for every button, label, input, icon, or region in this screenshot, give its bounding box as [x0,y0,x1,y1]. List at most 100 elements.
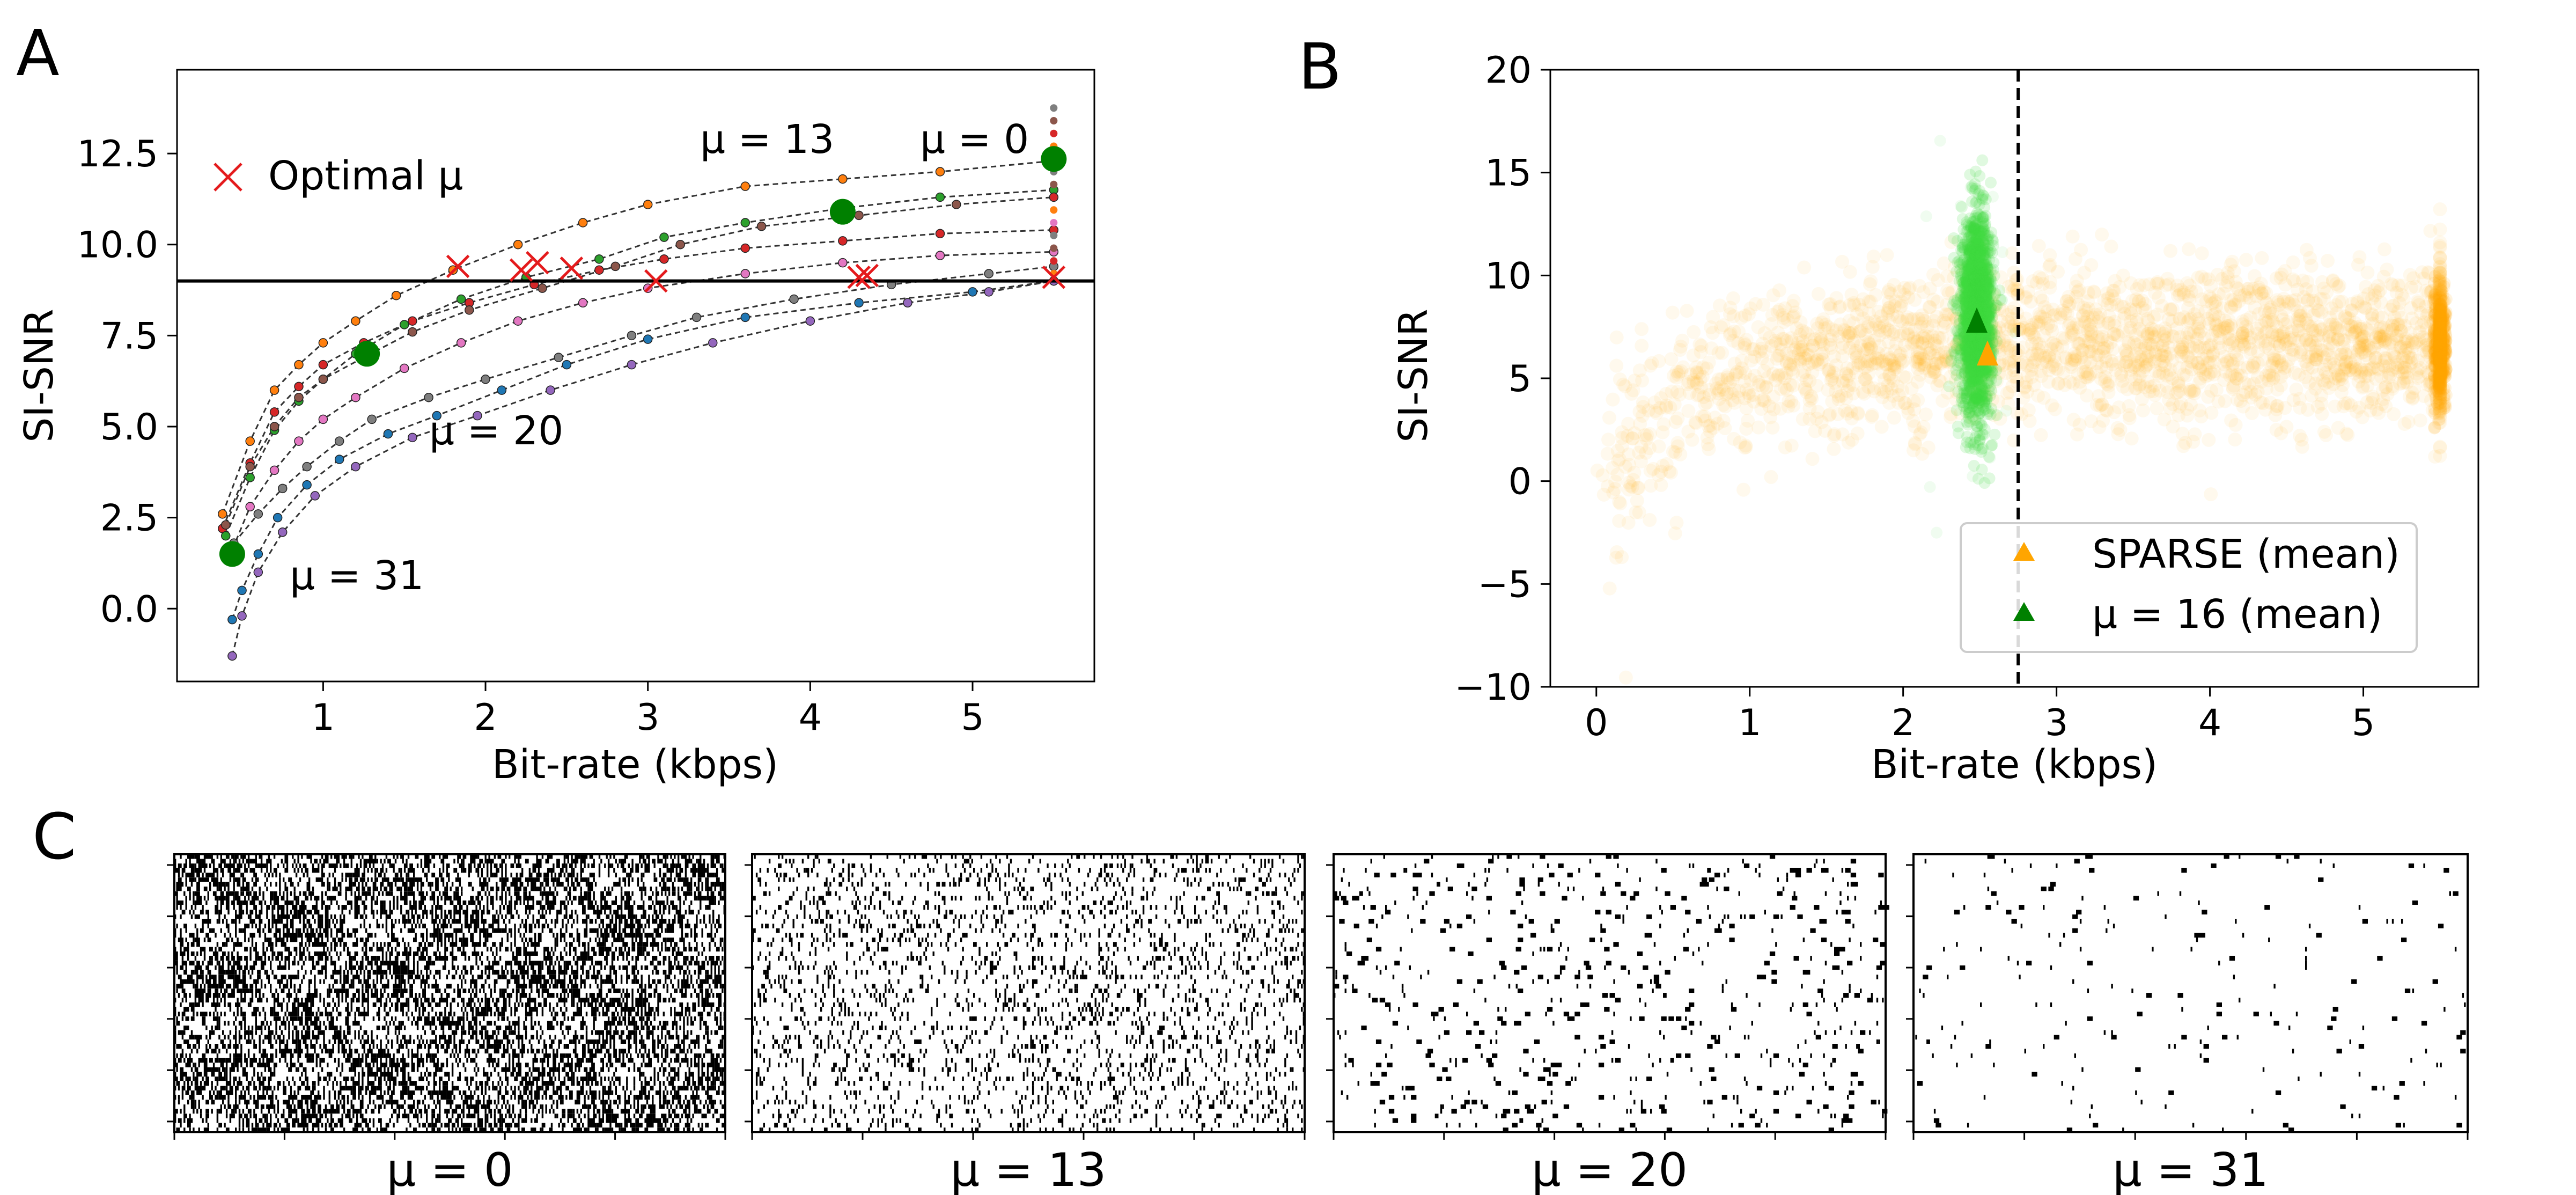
b-sparse-point [2431,295,2446,310]
b-sparse-point [2428,285,2443,300]
b-sparse-point [1786,365,1800,380]
b-sparse-point [2336,399,2351,414]
b-sparse-point [2433,327,2447,342]
a-series-point [253,549,263,559]
b-sparse-point [2071,336,2086,351]
b-sparse-point [2313,292,2328,306]
b-sparse-point [2305,322,2320,336]
b-sparse-point [2395,288,2409,302]
a-series-point [935,251,945,260]
b-sparse-point [2369,402,2384,417]
b-sparse-point [1981,334,1995,348]
b-sparse-point [2358,348,2373,362]
b-sparse-point [1883,358,1898,372]
b-sparse-point [2309,350,2324,365]
a-series-point [465,305,474,315]
b-sparse-point [1842,378,1856,393]
b-sparse-point [2108,319,2122,333]
b-sparse-point [1659,457,1674,471]
b-sparse-point [1833,317,1848,332]
b-sparse-point [2379,379,2394,394]
b-sparse-point [2191,327,2206,341]
b-sparse-point [1856,311,1871,326]
b-sparse-point [2433,353,2447,368]
b-sparse-point [2034,369,2049,383]
b-sparse-point [2278,401,2292,415]
b-sparse-point [2280,295,2295,309]
b-sparse-point [2427,296,2441,310]
b-sparse-point [2293,314,2307,329]
b-sparse-point [2130,282,2144,296]
b-sparse-point [2097,293,2111,307]
b-sparse-point [1909,355,1923,369]
b-sparse-point [2184,384,2199,399]
b-sparse-point [1601,432,1616,447]
b-sparse-point [1846,296,1861,310]
b-sparse-point [1741,307,1756,321]
b-sparse-point [1694,380,1708,395]
b-sparse-point [2033,309,2048,324]
b-sparse-point [1653,401,1667,415]
b-sparse-point [1851,355,1866,370]
b-sparse-point [2433,328,2447,342]
b-sparse-point [2161,340,2176,355]
b-sparse-point [1845,325,1860,340]
a-xtick-label: 2 [474,697,497,739]
b-sparse-point [2419,338,2433,353]
b-sparse-point [2067,346,2082,361]
b-sparse-point [2433,350,2447,365]
b-sparse-point [2336,340,2350,354]
b-sparse-point [1877,319,1891,333]
b-sparse-point [2176,439,2190,453]
b-sparse-point [2336,378,2350,392]
b-sparse-point [1655,425,1670,439]
b-sparse-point [2321,253,2335,268]
b-sparse-point [2360,395,2374,409]
b-sparse-point [1706,421,1720,435]
b-sparse-point [2390,355,2405,369]
b-sparse-point [1830,407,1845,421]
b-mu16-point [1977,217,1989,230]
b-sparse-point [2225,321,2239,336]
b-sparse-point [1811,287,1826,301]
b-sparse-point [2078,328,2092,343]
b-sparse-point [2099,354,2114,369]
b-sparse-point [2433,297,2447,312]
b-sparse-point [1883,287,1898,301]
a-series-line [222,229,1054,529]
b-sparse-point [2064,328,2079,343]
a-series-point [578,298,588,308]
a-optimal-mu-marker [644,269,668,293]
b-xlabel: Bit-rate (kbps) [1871,742,2158,788]
b-sparse-point [2170,289,2185,303]
b-sparse-point [1764,339,1779,353]
b-sparse-point [2140,312,2155,326]
b-sparse-point [1908,437,1923,451]
b-sparse-point [2322,325,2337,339]
a-series-point [627,331,637,341]
b-sparse-point [2306,294,2321,308]
b-sparse-point [1841,328,1856,343]
b-sparse-point [2051,376,2066,391]
b-sparse-point [2367,296,2382,311]
b-mu16-point [1984,451,1996,464]
b-sparse-point [2000,341,2015,355]
b-sparse-point [2146,310,2161,324]
b-sparse-point [1910,333,1925,348]
b-sparse-point [2431,334,2444,348]
b-sparse-point [2413,413,2427,428]
b-sparse-point [1703,419,1717,433]
b-sparse-point [2004,343,2018,358]
b-sparse-point [1921,441,1935,455]
b-sparse-point [1832,329,1846,344]
b-sparse-point [1804,332,1818,347]
b-sparse-point [2179,331,2194,345]
a-xtick-label: 1 [312,697,335,739]
b-sparse-point [2252,283,2266,297]
b-sparse-point [2433,336,2447,350]
b-sparse-point [1635,339,1649,353]
b-sparse-point [1757,394,1772,408]
b-sparse-point [2433,345,2447,360]
b-ytick-label: 20 [1485,49,1532,92]
